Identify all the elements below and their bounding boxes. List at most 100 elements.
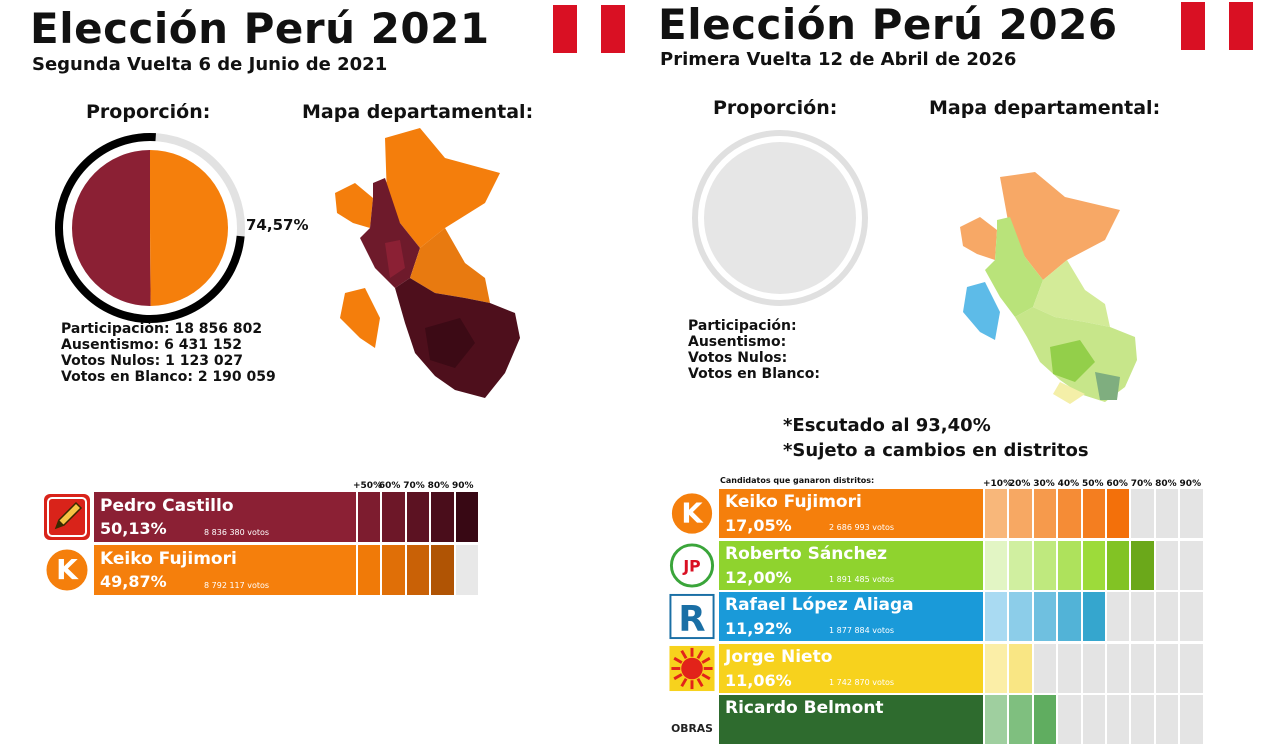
threshold-label: 70% bbox=[1130, 479, 1153, 489]
threshold-cell bbox=[1082, 489, 1105, 538]
threshold-cell bbox=[1033, 592, 1057, 641]
threshold-cell bbox=[985, 540, 1008, 590]
threshold-cell bbox=[1155, 643, 1179, 693]
threshold-cell bbox=[1155, 592, 1179, 641]
threshold-cell bbox=[985, 489, 1008, 538]
threshold-label: +10% bbox=[983, 479, 1013, 489]
svg-text:K: K bbox=[56, 553, 79, 586]
candidate-bar: Jorge Nieto 11,06% 1 742 870 votos bbox=[719, 643, 983, 693]
threshold-label: 70% bbox=[403, 481, 425, 491]
map-heading: Mapa departamental: bbox=[302, 101, 534, 123]
threshold-label: 50% bbox=[1081, 479, 1104, 489]
threshold-cell bbox=[1033, 540, 1057, 590]
candidates-header: Candidatos que ganaron distritos: bbox=[720, 476, 875, 485]
threshold-cell bbox=[1106, 489, 1130, 538]
threshold-cell bbox=[431, 545, 454, 595]
turnout-percent-label: 74,57% bbox=[246, 216, 309, 234]
note-subject-to-change: *Sujeto a cambios en distritos bbox=[783, 440, 1089, 461]
threshold-cell bbox=[1009, 643, 1032, 693]
candidate-row: K Keiko Fujimori 17,05% 2 686 993 votos bbox=[665, 489, 1203, 538]
stats-list-2021: Participación: 18 856 802 Ausentismo: 6 … bbox=[61, 321, 276, 385]
stat-null-votes: Votos Nulos: bbox=[688, 350, 788, 366]
threshold-cell bbox=[382, 492, 405, 542]
pencil-icon bbox=[40, 492, 94, 542]
candidate-percent: 17,05% bbox=[725, 516, 792, 535]
candidate-bar: Keiko Fujimori 17,05% 2 686 993 votos bbox=[719, 489, 983, 538]
page-title-2021: Elección Perú 2021 bbox=[30, 4, 490, 53]
threshold-label: 80% bbox=[427, 481, 450, 491]
turnout-ring-arc bbox=[55, 133, 245, 323]
map-heading: Mapa departamental: bbox=[929, 97, 1161, 119]
threshold-cell bbox=[358, 545, 381, 595]
svg-text:JP: JP bbox=[682, 556, 700, 575]
threshold-cell bbox=[1009, 540, 1032, 590]
candidate-percent: 11,92% bbox=[725, 619, 792, 638]
threshold-cell bbox=[1009, 489, 1032, 538]
threshold-label: 80% bbox=[1155, 479, 1177, 489]
stats-list-2026: Participación: Ausentismo: Votos Nulos: … bbox=[688, 318, 820, 382]
svg-text:R: R bbox=[678, 599, 705, 640]
svg-text:K: K bbox=[681, 498, 704, 529]
candidate-name: Ricardo Belmont bbox=[725, 698, 884, 718]
proportion-empty-circle bbox=[692, 130, 868, 306]
pie-slice-pedro-castillo bbox=[71, 150, 151, 306]
candidate-name: Roberto Sánchez bbox=[725, 543, 887, 564]
candidate-bar: Pedro Castillo 50,13% 8 836 380 votos bbox=[94, 492, 356, 542]
candidate-votes: 1 891 485 votos bbox=[829, 574, 895, 584]
jp-logo-icon: JP bbox=[665, 541, 719, 590]
threshold-label: 60% bbox=[378, 481, 401, 491]
threshold-header-2021: +50% 60% 70% 80% 90% bbox=[353, 481, 475, 491]
subtitle-2021: Segunda Vuelta 6 de Junio de 2021 bbox=[32, 54, 388, 75]
threshold-cell bbox=[1106, 540, 1130, 590]
threshold-cell bbox=[1180, 540, 1203, 590]
threshold-cell bbox=[1082, 643, 1105, 693]
pie-slice-keiko-fujimori bbox=[150, 150, 228, 306]
stat-blank-votes: Votos en Blanco: 2 190 059 bbox=[61, 369, 276, 385]
k-logo-icon: K bbox=[40, 545, 94, 595]
threshold-cell bbox=[1131, 592, 1154, 641]
peru-flag bbox=[553, 5, 625, 53]
threshold-cell bbox=[1058, 592, 1081, 641]
peru-flag bbox=[1181, 2, 1253, 50]
candidate-bars-2026: K Keiko Fujimori 17,05% 2 686 993 votos JP Ro… bbox=[665, 489, 1203, 747]
threshold-label: +50% bbox=[353, 481, 383, 491]
threshold-cell bbox=[406, 545, 430, 595]
threshold-cell bbox=[358, 492, 381, 542]
threshold-cell bbox=[431, 492, 454, 542]
election-2021-panel: Elección Perú 2021 Segunda Vuelta 6 de J… bbox=[0, 0, 640, 720]
threshold-cell bbox=[985, 592, 1008, 641]
candidate-bar: Rafael López Aliaga 11,92% 1 877 884 votos bbox=[719, 592, 983, 641]
candidate-bar: Roberto Sánchez 12,00% 1 891 485 votos bbox=[719, 540, 983, 590]
candidate-name: Rafael López Aliaga bbox=[725, 595, 914, 615]
threshold-cell bbox=[1131, 489, 1154, 538]
candidate-bars-2021: Pedro Castillo 50,13% 8 836 380 votos K Keik… bbox=[40, 492, 478, 598]
stat-blank-votes: Votos en Blanco: bbox=[688, 366, 820, 382]
candidate-name: Keiko Fujimori bbox=[725, 492, 862, 512]
threshold-label: 20% bbox=[1008, 479, 1031, 489]
threshold-label: 40% bbox=[1057, 479, 1080, 489]
candidate-name: Keiko Fujimori bbox=[100, 549, 237, 569]
candidate-percent: 50,13% bbox=[100, 519, 167, 538]
threshold-cell bbox=[1058, 643, 1081, 693]
threshold-label: 30% bbox=[1033, 479, 1055, 489]
stat-absenteeism: Ausentismo: 6 431 152 bbox=[61, 337, 243, 353]
peru-department-map-2021 bbox=[335, 128, 520, 398]
threshold-header-2026: +10% 20% 30% 40% 50% 60% 70% 80% 90% bbox=[983, 479, 1203, 489]
election-2026-panel: Elección Perú 2026 Primera Vuelta 12 de … bbox=[650, 0, 1280, 744]
threshold-cell bbox=[1131, 643, 1154, 693]
candidate-row: JP Roberto Sánchez 12,00% 1 891 485 votos bbox=[665, 540, 1203, 590]
proportion-heading: Proporción: bbox=[713, 97, 838, 119]
threshold-label: 90% bbox=[1179, 479, 1202, 489]
candidate-row: R Rafael López Aliaga 11,92% 1 877 884 voto… bbox=[665, 592, 1203, 641]
candidate-votes: 2 686 993 votos bbox=[829, 523, 895, 532]
threshold-cell bbox=[455, 492, 478, 542]
candidate-votes: 8 836 380 votos bbox=[204, 528, 270, 537]
notes-2026: *Escutado al 93,40% *Sujeto a cambios en… bbox=[783, 413, 1089, 463]
threshold-cell bbox=[1082, 540, 1105, 590]
threshold-cell bbox=[382, 545, 405, 595]
candidate-votes: 1 742 870 votos bbox=[829, 677, 895, 687]
candidate-row: K Keiko Fujimori 49,87% 8 792 117 votos bbox=[40, 545, 478, 595]
candidate-name: Jorge Nieto bbox=[725, 646, 833, 667]
page-title-2026: Elección Perú 2026 bbox=[658, 0, 1118, 49]
candidate-votes: 1 877 884 votos bbox=[829, 626, 895, 635]
